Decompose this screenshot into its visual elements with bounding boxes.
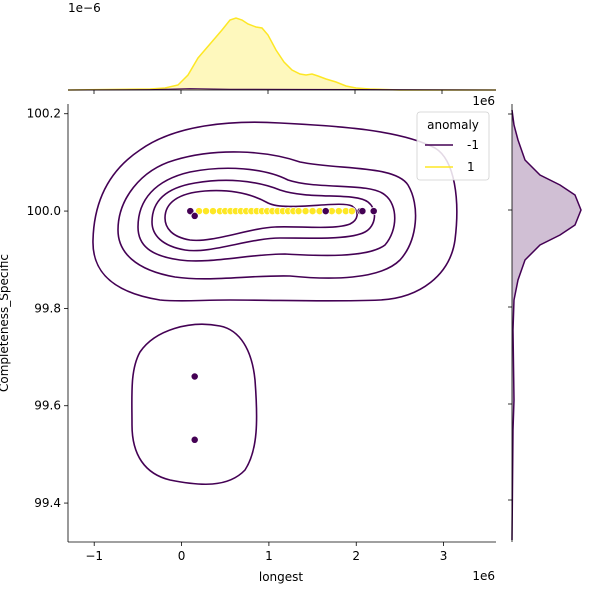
kde-contour-6: [131, 323, 258, 486]
scatter-point-anomaly-neg1-6: [358, 207, 367, 216]
x-tick-label-2: 1: [265, 549, 273, 563]
x-axis-ticks: −1 0 1 2 3: [85, 542, 447, 563]
y-tick-label-0: 99.4: [34, 496, 61, 510]
x-tick-label-3: 2: [352, 549, 360, 563]
legend-label-2: 1: [467, 160, 475, 174]
right-marginal: [508, 104, 582, 542]
top-marginal-scale-label: 1e−6: [68, 1, 101, 15]
legend-label-1: -1: [467, 138, 479, 152]
kde-contours: [92, 121, 458, 486]
scatter-point-anomaly-neg1-4: [321, 207, 330, 216]
scatter-points: [186, 207, 378, 444]
y-axis-ticks: 99.4 99.6 99.8 100.0 100.2: [27, 107, 68, 510]
scatter-point-anomaly-1-2: [209, 207, 217, 216]
x-scale-label: 1e6: [472, 569, 495, 583]
y-tick-label-3: 100.0: [27, 204, 61, 218]
scatter-point-anomaly-neg1-1: [190, 211, 199, 220]
scatter-point-anomaly-neg1-0: [186, 207, 195, 216]
scatter-point-anomaly-1-20: [308, 207, 317, 216]
kde-contour-3: [137, 167, 396, 262]
legend-title: anomaly: [427, 118, 479, 132]
scatter-point-anomaly-1-23: [334, 207, 343, 216]
scatter-point-anomaly-1-19: [301, 207, 310, 216]
top-marginal-ticks: [93, 90, 443, 94]
main-plot: −1 0 1 2 3 99.4 99.6 99.8 100.0 100.2 longest Co…: [0, 94, 496, 584]
scatter-point-anomaly-1-18: [294, 207, 303, 216]
kde-contour-5: [164, 189, 358, 242]
y-scale-label: 1e6: [472, 94, 495, 108]
top-marginal-density-line: [67, 17, 496, 91]
kde-contour-4: [151, 179, 376, 252]
x-tick-label-0: −1: [85, 549, 103, 563]
y-tick-label-4: 100.2: [27, 107, 61, 121]
x-tick-label-1: 0: [178, 549, 186, 563]
legend-box: [416, 111, 490, 181]
x-tick-label-4: 3: [440, 549, 448, 563]
scatter-point-anomaly-neg1-2: [190, 372, 199, 381]
top-marginal: 1e−6: [67, 1, 497, 94]
right-marginal-density-line: [511, 109, 582, 541]
y-tick-label-2: 99.8: [34, 301, 61, 315]
x-axis-label: longest: [259, 570, 304, 584]
right-marginal-ticks: [508, 113, 512, 501]
y-tick-label-1: 99.6: [34, 399, 61, 413]
top-marginal-density-fill: [68, 18, 496, 90]
scatter-point-anomaly-neg1-3: [190, 435, 199, 444]
scatter-point-anomaly-neg1-7: [369, 207, 378, 216]
kde-contour-2: [117, 151, 417, 280]
y-axis-label: Completeness_Specific: [0, 254, 11, 392]
scatter-point-anomaly-1-1: [202, 207, 210, 216]
scatter-point-anomaly-1-25: [347, 207, 356, 216]
right-marginal-density-fill: [512, 110, 581, 540]
legend: anomaly -1 1: [416, 111, 490, 181]
